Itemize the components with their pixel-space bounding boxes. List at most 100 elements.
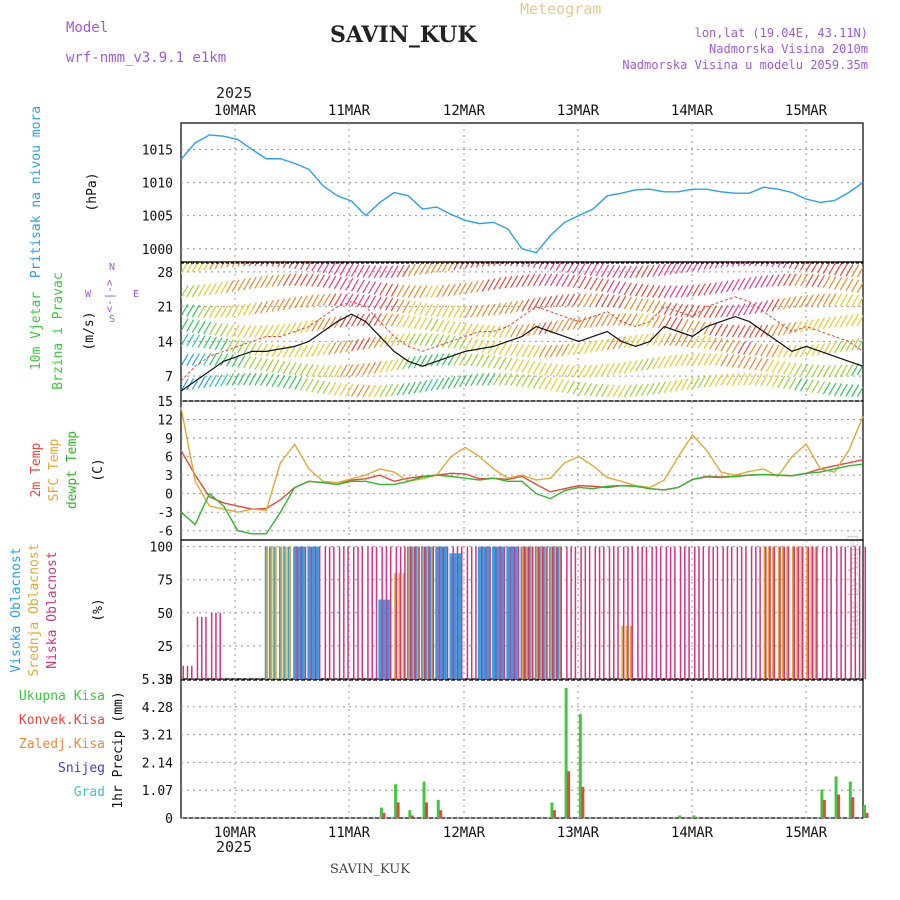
wind-barb <box>413 355 422 369</box>
wind-barb <box>260 275 269 289</box>
wind-barb <box>589 277 598 291</box>
wind-barb <box>242 303 252 316</box>
wind-barb <box>373 335 382 349</box>
day-label-bottom: 11MAR <box>328 825 371 841</box>
panel-frame-1 <box>180 261 864 402</box>
cloud-bar <box>811 546 814 679</box>
wind-barb <box>731 278 740 292</box>
day-label-top: 11MAR <box>328 103 371 119</box>
wind-barb <box>203 335 212 349</box>
wind-barb <box>623 265 632 279</box>
wind-barb <box>305 273 314 287</box>
wind-barb <box>413 285 422 299</box>
cloud-bar <box>513 546 516 679</box>
wind-barb <box>646 264 655 278</box>
wind-barb <box>521 298 530 312</box>
wind-barb <box>436 377 445 391</box>
wind-barb <box>265 359 274 372</box>
wind-barb <box>726 262 731 268</box>
wind-barb <box>419 317 428 330</box>
wind-barb <box>214 353 223 366</box>
cloud-bar <box>196 616 199 679</box>
wind-barb <box>368 295 377 309</box>
model-value: wrf-nmm_v3.9.1 e1km <box>66 50 227 66</box>
wind-barb <box>339 364 348 378</box>
y-tick-label: 3 <box>165 469 173 484</box>
wind-barb <box>294 344 303 358</box>
wind-barb <box>606 264 615 278</box>
wind-barb <box>686 319 695 333</box>
wind-barb <box>322 342 331 356</box>
wind-barb <box>464 305 473 318</box>
compass-north: N <box>109 262 115 273</box>
model-label: Model <box>66 20 109 36</box>
wind-barb <box>549 344 558 358</box>
wind-barb <box>260 358 269 371</box>
wind-barb <box>481 354 490 368</box>
wind-barb <box>476 262 481 268</box>
wind-barb <box>652 382 661 395</box>
cloud-bar <box>496 546 500 679</box>
wind-barb <box>839 383 848 397</box>
wind-barb <box>555 364 564 377</box>
y-tick-label: 3.21 <box>142 729 173 744</box>
cloud-bar <box>797 546 800 679</box>
wind-barb <box>822 381 831 395</box>
wind-barb <box>822 364 831 378</box>
wind-barb <box>362 294 371 308</box>
cloud-bar <box>722 546 724 679</box>
y-tick-label: 21 <box>157 301 173 316</box>
wind-barb <box>782 362 791 375</box>
cloud-bar <box>386 599 390 679</box>
wind-barb <box>510 275 519 288</box>
cloud-bar <box>395 546 398 679</box>
wind-barb <box>271 299 280 312</box>
wind-barb <box>510 343 519 357</box>
wind-barb <box>737 341 746 355</box>
wind-barb <box>851 363 860 377</box>
wind-barb <box>385 297 394 311</box>
wind-barb <box>277 323 286 337</box>
wind-barb <box>356 363 365 376</box>
day-label-bottom: 13MAR <box>557 825 600 841</box>
compass-east: E <box>133 289 139 300</box>
wind-barb <box>737 262 742 267</box>
wind-barb <box>396 314 405 327</box>
wind-barb <box>487 278 496 291</box>
y-tick-label: 14 <box>157 335 173 350</box>
wind-barb <box>549 273 558 287</box>
wind-barb <box>623 313 632 326</box>
wind-barb <box>856 386 863 398</box>
wind-barb <box>339 293 348 307</box>
wind-barb <box>771 274 780 287</box>
wind-barb <box>521 262 526 268</box>
wind-barb <box>282 273 291 287</box>
cloud-bar <box>453 553 457 679</box>
wind-barb <box>316 380 325 394</box>
wind-barb <box>254 343 263 356</box>
wind-barb <box>214 337 223 351</box>
wind-barb <box>714 262 720 269</box>
wind-barb <box>186 304 195 317</box>
y-tick-label: 1005 <box>142 210 173 225</box>
cloud-bar <box>821 546 824 679</box>
wind-barb <box>640 358 649 371</box>
wind-barb <box>811 364 820 378</box>
cloud-bar <box>796 546 799 679</box>
wind-barb <box>368 384 377 398</box>
cloud-bar <box>333 546 335 679</box>
wind-barb <box>623 296 632 310</box>
cloud-bar <box>772 546 775 679</box>
cloud-bar <box>311 546 315 679</box>
wind-barb <box>294 273 303 287</box>
wind-barb <box>726 304 735 318</box>
wind-barb <box>566 343 575 356</box>
wind-barb <box>424 262 433 275</box>
wind-barb <box>561 318 570 332</box>
wind-barb <box>731 340 740 354</box>
wind-barb <box>606 337 615 351</box>
cloud-bar <box>844 546 847 679</box>
precip-axis-label: 1hr Precip (mm) <box>111 691 126 808</box>
precip-legend-item: Snijeg <box>58 761 105 776</box>
